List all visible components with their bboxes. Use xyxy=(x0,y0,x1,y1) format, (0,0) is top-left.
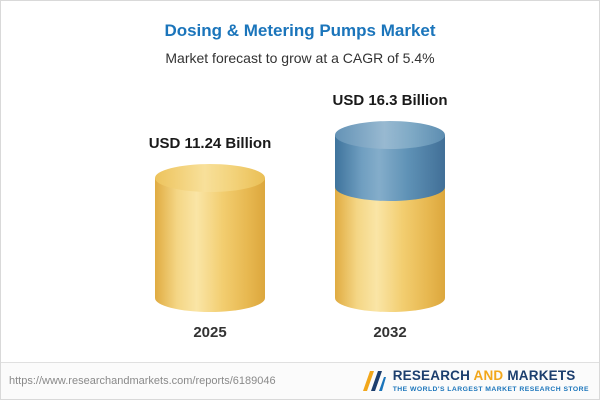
logo-word-and: AND xyxy=(473,367,504,383)
chart-title: Dosing & Metering Pumps Market xyxy=(164,21,436,40)
bar-value-label-2025: USD 11.24 Billion xyxy=(148,135,272,152)
logo-word-research: RESEARCH xyxy=(392,367,471,383)
rm-logo-icon xyxy=(362,371,386,391)
cylinder-body-yellow xyxy=(155,178,265,312)
bar-category-2032: 2032 xyxy=(373,324,407,341)
logo-tagline: THE WORLD'S LARGEST MARKET RESEARCH STOR… xyxy=(392,385,589,393)
chart-header: Dosing & Metering Pumps Market Market fo… xyxy=(1,1,599,66)
bar-cylinder-2032 xyxy=(335,121,445,312)
logo-word-markets: MARKETS xyxy=(507,367,576,383)
bar-value-label-2032: USD 16.3 Billion xyxy=(332,92,448,109)
report-url: https://www.researchandmarkets.com/repor… xyxy=(9,375,276,387)
footer-bar: https://www.researchandmarkets.com/repor… xyxy=(1,362,599,399)
bar-column-2025: USD 11.24 Billion 2025 xyxy=(140,135,280,341)
bar-column-2032: USD 16.3 Billion 2032 xyxy=(320,92,460,341)
bar-cylinder-2025 xyxy=(155,164,265,312)
cylinder-segment-yellow xyxy=(335,187,445,312)
research-and-markets-logo: RESEARCH AND MARKETS THE WORLD'S LARGEST… xyxy=(361,367,589,393)
logo-wordmark: RESEARCH AND MARKETS xyxy=(392,367,576,384)
chart-subtitle: Market forecast to grow at a CAGR of 5.4… xyxy=(165,50,435,66)
bar-category-2025: 2025 xyxy=(193,324,227,341)
cylinder-top-ellipse xyxy=(155,164,265,192)
cylinder-top-ellipse-blue xyxy=(335,121,445,149)
cylinder-bar-chart: USD 11.24 Billion 2025 USD 16.3 Billion … xyxy=(1,92,599,341)
logo-text-block: RESEARCH AND MARKETS THE WORLD'S LARGEST… xyxy=(392,367,589,393)
